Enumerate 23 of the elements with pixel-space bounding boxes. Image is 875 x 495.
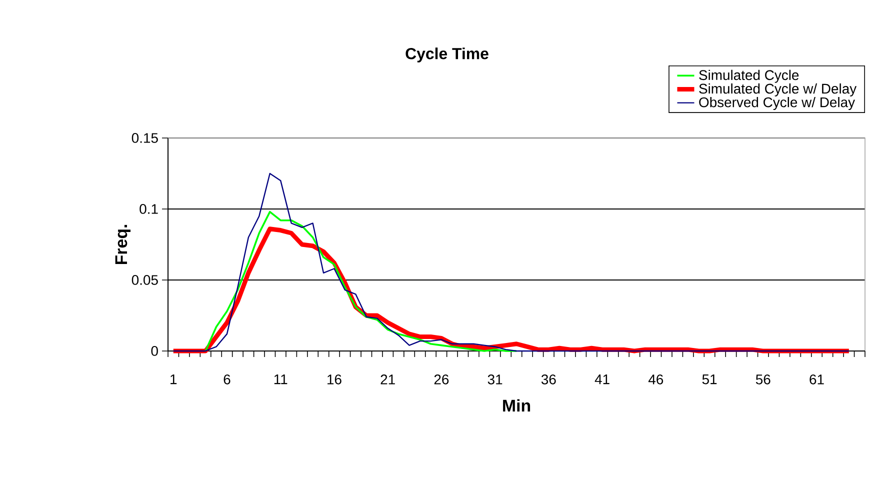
x-tick-label: 61 <box>810 374 824 384</box>
y-tick-label: 0 <box>151 346 158 356</box>
x-tick-label: 21 <box>380 374 395 384</box>
chart-title: Cycle Time <box>406 48 488 62</box>
x-tick-label: 11 <box>274 374 288 384</box>
legend-label: Simulated Cycle <box>699 70 799 83</box>
x-tick-label: 26 <box>434 374 449 384</box>
legend-label: Observed Cycle w/ Delay <box>699 96 856 110</box>
x-tick-label: 1 <box>170 374 177 384</box>
y-axis-title: Freq. <box>115 224 131 264</box>
x-tick-label: 6 <box>224 374 230 384</box>
x-tick-label: 51 <box>702 374 717 384</box>
x-tick-label: 31 <box>488 374 502 384</box>
y-tick-label: 0.05 <box>132 275 158 285</box>
x-axis-title: Min <box>503 399 530 412</box>
y-tick-label: 0.15 <box>132 133 158 143</box>
x-tick-label: 56 <box>756 374 770 384</box>
x-tick-label: 41 <box>594 374 610 384</box>
legend-label: Simulated Cycle w/ Delay <box>699 83 857 96</box>
x-tick-label: 36 <box>541 374 556 384</box>
x-tick-label: 46 <box>648 374 664 384</box>
x-tick-label: 16 <box>328 374 342 384</box>
y-tick-label: 0.1 <box>140 204 158 214</box>
